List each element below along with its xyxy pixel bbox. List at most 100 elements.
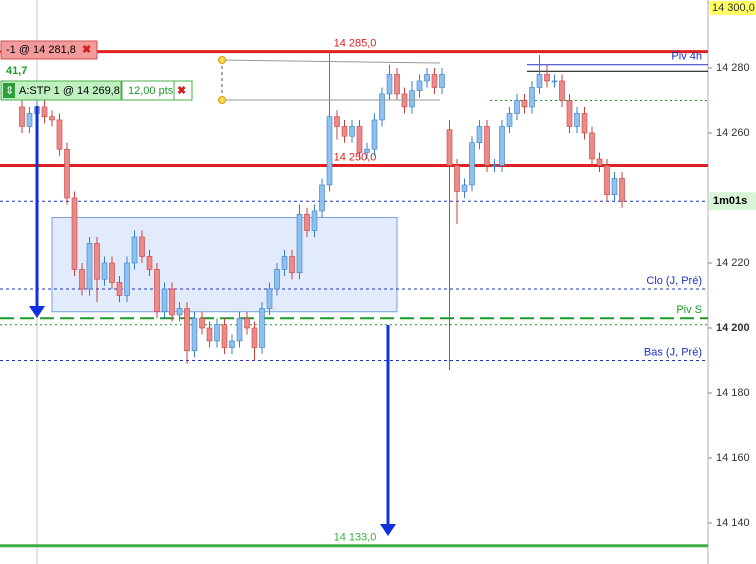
arrow-head <box>380 524 396 536</box>
candle-body <box>514 100 520 114</box>
candle-body <box>281 256 288 270</box>
handle[interactable] <box>218 96 226 104</box>
candle-body <box>146 256 153 270</box>
cancel-button[interactable]: ✖ <box>177 85 186 97</box>
order-panel: -1 @ 14 281,8 ✖ 41,7 ⇕ A:STP 1 @ 14 269,… <box>0 40 441 536</box>
y-tick-label: 14 260 <box>716 127 750 139</box>
candle-body <box>94 243 100 280</box>
candle-body <box>26 113 33 127</box>
candle-body <box>109 262 115 283</box>
level-value-label: 14 133,0 <box>334 532 377 544</box>
candle-body <box>124 262 130 296</box>
candle-body <box>394 74 400 95</box>
y-tick-label: 14 220 <box>716 257 750 269</box>
candle-body <box>544 74 550 82</box>
candle-body <box>529 87 535 108</box>
candle-body <box>289 256 295 274</box>
candle-body <box>244 317 250 329</box>
candle-body <box>611 178 618 196</box>
drag-arrows: ⇕ <box>5 85 14 97</box>
candle-body <box>199 317 205 329</box>
candle-body <box>596 158 603 166</box>
candle-body <box>484 126 490 166</box>
handle[interactable] <box>218 56 226 64</box>
candle-body <box>559 80 565 101</box>
y-tick-label: 14 200 <box>716 322 750 334</box>
y-tick-label: 14 180 <box>716 387 750 399</box>
candle-body <box>424 74 430 82</box>
candle-body <box>206 327 213 342</box>
candle-body <box>236 317 243 342</box>
level-label: Clo (J, Pré) <box>646 275 702 287</box>
candle-body <box>379 93 385 121</box>
candle-body <box>304 213 310 231</box>
sell-order-box[interactable] <box>0 40 98 60</box>
candle-body <box>439 74 445 88</box>
candle-body <box>274 269 280 290</box>
sell-order-label: -1 @ 14 281,8 <box>6 44 76 56</box>
candle-body <box>431 74 438 88</box>
candle-body <box>454 165 460 192</box>
candle-body <box>266 288 273 309</box>
distance-label: 12,00 pts <box>128 85 174 97</box>
candle-body <box>409 90 415 108</box>
level-label: Bas (J, Pré) <box>644 346 702 358</box>
candle-body <box>86 243 93 290</box>
stop-order-box[interactable] <box>0 80 122 101</box>
candle-body <box>116 282 123 296</box>
trend-line <box>221 59 441 64</box>
candle-body <box>521 100 528 108</box>
y-tick-label: 14 300,0 <box>712 2 755 14</box>
candle-body <box>139 236 145 257</box>
level-label: Piv 4h <box>671 51 702 63</box>
candle-body <box>589 132 595 160</box>
y-tick-label: 14 160 <box>716 452 750 464</box>
arrow-head <box>29 306 45 318</box>
candle-body <box>319 184 325 212</box>
candle-body <box>574 113 580 127</box>
candle-body <box>371 119 378 150</box>
candle-body <box>499 126 505 166</box>
candle-body <box>79 269 85 290</box>
candle-body <box>41 106 48 118</box>
cancel-box[interactable] <box>173 80 193 101</box>
candle-body <box>64 148 70 199</box>
candle-body <box>469 142 475 186</box>
level-value-label: 14 250,0 <box>334 151 377 163</box>
close-button[interactable]: ✖ <box>82 44 91 56</box>
candle-body <box>71 197 78 270</box>
candle-body <box>566 100 573 127</box>
candle-body <box>349 126 355 137</box>
candle-body <box>229 340 235 348</box>
candle-body <box>341 126 348 137</box>
candle-body <box>101 262 108 280</box>
candle-body <box>311 210 318 231</box>
candle-body <box>296 213 303 274</box>
candle-body <box>326 116 333 186</box>
drag-icon[interactable] <box>3 83 15 98</box>
candle-body <box>221 324 228 348</box>
candle-body <box>446 129 453 166</box>
candle-body <box>214 324 220 342</box>
candle-body <box>176 308 183 316</box>
candle-body <box>49 116 55 121</box>
points-label: 41,7 <box>6 65 27 77</box>
candle-body <box>416 80 423 91</box>
candle-body <box>131 236 138 264</box>
candle-body <box>56 119 63 150</box>
price-axis: 14 300,0 14 280 14 260 14 220 14 200 14 180 14… <box>708 0 756 529</box>
y-tick-label: 14 140 <box>716 517 750 529</box>
candle-body <box>386 74 393 95</box>
candle-body <box>154 269 160 313</box>
countdown-label: 1m01s <box>713 195 747 207</box>
stop-order-label: A:STP 1 @ 14 269,8 <box>19 85 120 97</box>
price-highlight <box>709 0 756 15</box>
candle-body <box>536 74 543 88</box>
candle-body <box>161 288 168 313</box>
candle-body <box>461 184 468 192</box>
candle-body <box>619 178 625 202</box>
y-tick-label: 14 280 <box>716 62 750 74</box>
level-value-label: 14 285,0 <box>334 38 377 50</box>
